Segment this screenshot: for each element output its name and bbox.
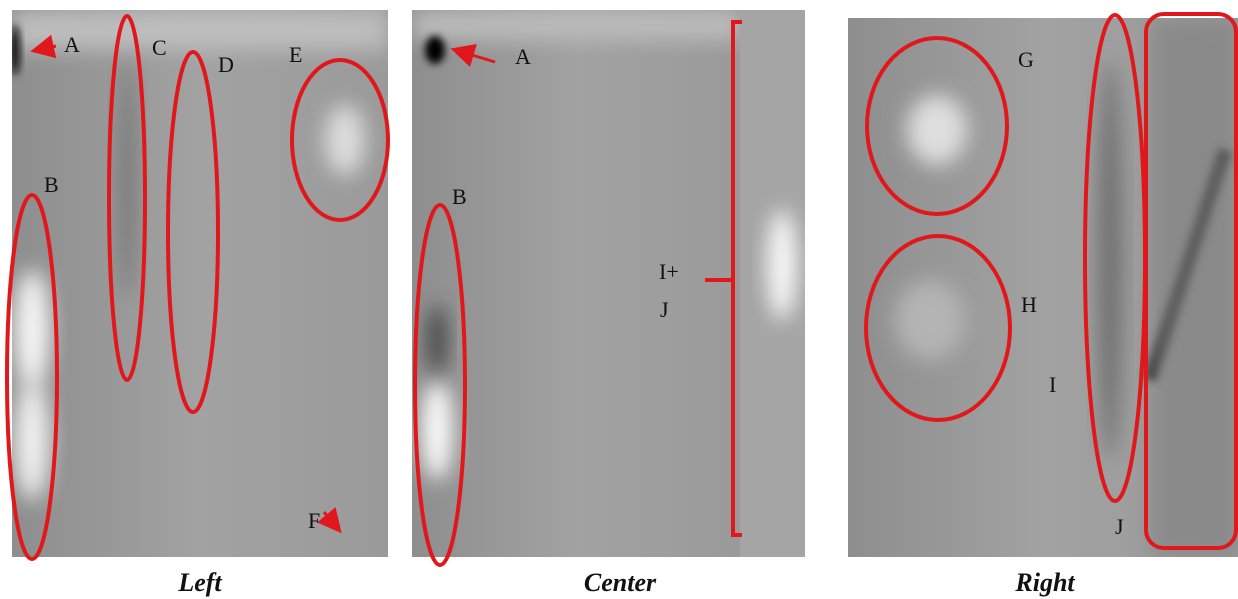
label: I+ xyxy=(659,259,679,284)
label: A xyxy=(515,44,531,69)
caption: Center xyxy=(584,568,657,597)
label: G xyxy=(1018,47,1034,72)
label: J xyxy=(660,297,669,322)
label: E xyxy=(289,42,302,67)
label: B xyxy=(452,184,467,209)
center-annotations xyxy=(413,20,742,567)
left-image xyxy=(12,10,388,557)
bright-spot xyxy=(767,210,797,320)
center-image xyxy=(412,10,740,557)
caption: Right xyxy=(1014,568,1075,597)
label: I xyxy=(1049,372,1056,397)
label: H xyxy=(1021,292,1037,317)
left-annotations xyxy=(5,14,390,561)
caption: Left xyxy=(177,568,222,597)
label: F xyxy=(308,508,320,533)
label: C xyxy=(152,35,167,60)
label: D xyxy=(218,52,234,77)
label: A xyxy=(64,32,80,57)
right-image xyxy=(848,18,1238,557)
label: B xyxy=(44,172,59,197)
label: J xyxy=(1115,514,1124,539)
right-annotations xyxy=(864,12,1238,550)
